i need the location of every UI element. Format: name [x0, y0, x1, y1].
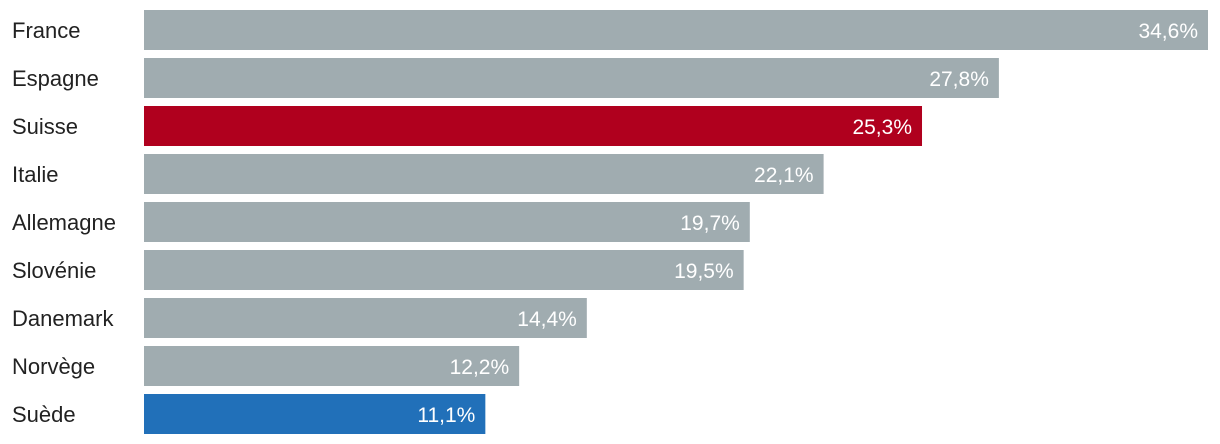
bar-row: France 34,6%: [12, 10, 1208, 50]
value-label: 14,4%: [517, 308, 577, 331]
bar: [144, 202, 750, 242]
category-label: Italie: [12, 162, 58, 187]
bar-row: Allemagne 19,7%: [12, 202, 750, 242]
value-label: 12,2%: [450, 356, 510, 379]
value-label: 25,3%: [852, 116, 912, 139]
value-label: 22,1%: [754, 164, 814, 187]
bar: [144, 58, 999, 98]
value-label: 11,1%: [417, 404, 475, 427]
value-label: 19,5%: [674, 260, 734, 283]
category-label: Norvège: [12, 354, 95, 379]
category-label: France: [12, 18, 80, 43]
category-label: Allemagne: [12, 210, 116, 235]
category-label: Suisse: [12, 114, 78, 139]
bar-row: Suisse 25,3%: [12, 106, 923, 146]
bar-row: Italie 22,1%: [12, 154, 824, 194]
bar: [144, 346, 520, 386]
value-label: 19,7%: [680, 212, 740, 235]
bar: [144, 106, 923, 146]
bar-row: Slovénie 19,5%: [12, 250, 744, 290]
bar: [144, 10, 1208, 50]
bar: [144, 154, 824, 194]
bar-row: Norvège 12,2%: [12, 346, 520, 386]
category-label: Danemark: [12, 306, 114, 331]
bar-row: Suède 11,1%: [12, 394, 486, 434]
category-label: Suède: [12, 402, 76, 427]
bar-row: Danemark 14,4%: [12, 298, 587, 338]
category-label: Slovénie: [12, 258, 96, 283]
value-label: 27,8%: [929, 68, 989, 91]
bar: [144, 298, 587, 338]
bar-row: Espagne 27,8%: [12, 58, 999, 98]
value-label: 34,6%: [1138, 20, 1198, 43]
bar: [144, 394, 486, 434]
category-label: Espagne: [12, 66, 99, 91]
bar: [144, 250, 744, 290]
